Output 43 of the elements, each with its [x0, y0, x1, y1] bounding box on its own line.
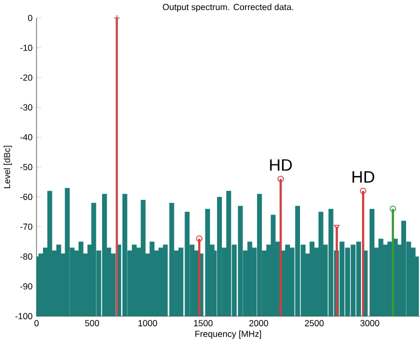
point — [196, 235, 202, 242]
bar — [198, 238, 200, 316]
bar — [362, 190, 364, 316]
y-tick-label: -70 — [20, 223, 32, 230]
bar — [162, 244, 168, 316]
y-tick-label: -30 — [20, 104, 32, 110]
chart-title: Output spectrum. Corrected data. — [162, 3, 294, 12]
bar — [285, 244, 290, 316]
x-tick-label: 1000 — [138, 320, 158, 326]
bar — [247, 241, 252, 316]
bar — [140, 200, 146, 316]
y-tick-label: -80 — [20, 253, 32, 260]
x-tick-label: 1500 — [194, 320, 213, 326]
y-tick-label: -10 — [20, 44, 32, 51]
point — [390, 205, 396, 212]
x-tick-label: 2000 — [249, 320, 268, 326]
y-tick-label: 0 — [28, 14, 32, 21]
y-tick-label: -40 — [20, 134, 32, 140]
bar — [378, 238, 384, 316]
y-axis-title: Level [dBc] — [4, 146, 12, 188]
bar — [387, 241, 392, 316]
y-tick-label: -20 — [20, 74, 32, 81]
y-tick-label: -90 — [20, 283, 32, 290]
point — [277, 176, 284, 182]
x-tick-label: 3000 — [360, 320, 380, 326]
bar — [132, 244, 137, 316]
bar — [78, 241, 84, 316]
x-tick-label: 500 — [85, 320, 100, 326]
bar — [47, 190, 52, 316]
x-tick-label: 2500 — [304, 320, 324, 326]
y-tick-label: -60 — [20, 194, 32, 200]
annotation: HD — [270, 159, 292, 170]
point — [360, 188, 366, 194]
y-tick-label: -50 — [20, 164, 32, 170]
x-tick-label: 0 — [34, 320, 39, 326]
bar — [56, 244, 62, 316]
x-axis-title: Frequency [MHz] — [195, 330, 262, 339]
bar — [280, 178, 282, 316]
y-tick-label: -100 — [15, 312, 32, 320]
annotation: HD — [352, 171, 374, 182]
bar — [169, 202, 174, 316]
bar — [116, 18, 118, 316]
bar — [370, 208, 374, 316]
